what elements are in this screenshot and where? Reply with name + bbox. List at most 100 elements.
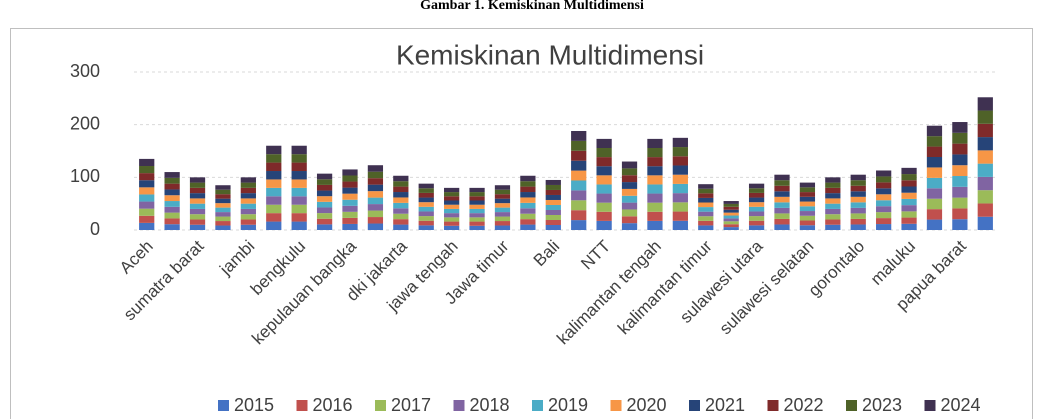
bar-segment — [672, 211, 688, 221]
legend-swatch — [532, 400, 543, 411]
bar-segment — [850, 218, 866, 225]
bar-segment — [139, 180, 155, 188]
bar-segment — [240, 187, 256, 194]
bar-segment — [698, 216, 714, 221]
bar-segment — [444, 225, 460, 230]
bar-segment — [952, 219, 968, 230]
bar-segment — [545, 199, 561, 205]
bar-segment — [215, 185, 231, 190]
bar-segment — [876, 206, 892, 213]
bar-segment — [266, 145, 282, 155]
bar-segment — [342, 181, 358, 188]
bar-segment — [418, 216, 434, 221]
bar-segment — [571, 150, 587, 161]
bar-segment — [926, 209, 943, 220]
bar-segment — [977, 176, 993, 191]
bar-segment — [545, 224, 561, 230]
bar-segment — [291, 213, 307, 222]
bar-segment — [266, 213, 282, 222]
bar-segment — [748, 225, 765, 230]
bar-segment — [901, 205, 917, 212]
bar-segment — [799, 225, 816, 230]
bar-segment — [291, 221, 307, 230]
bar-segment — [952, 143, 968, 155]
bar-segment — [799, 206, 816, 212]
bar-segment — [571, 210, 587, 221]
bar-segment — [316, 173, 333, 180]
bar-segment — [469, 225, 485, 230]
bar-segment — [926, 136, 943, 147]
bar-segment — [952, 132, 968, 144]
bar-segment — [748, 206, 765, 212]
bar-segment — [799, 182, 816, 188]
bar-segment — [444, 213, 460, 218]
y-tick-label: 0 — [90, 219, 100, 239]
bar-segment — [164, 212, 180, 219]
bar-segment — [393, 213, 409, 220]
x-tick-label: Aceh — [116, 237, 157, 278]
bar-segment — [520, 213, 536, 220]
bar-segment — [266, 187, 282, 197]
bar-segment — [952, 165, 968, 177]
bar-segment — [774, 174, 790, 181]
bar-segment — [926, 177, 943, 189]
bar-segment — [520, 186, 536, 193]
bar-segment — [240, 198, 256, 204]
bar-segment — [774, 224, 790, 230]
bar-segment — [774, 202, 790, 208]
bar-segment — [444, 196, 460, 201]
bar-segment — [266, 179, 282, 188]
bar-segment — [647, 138, 663, 148]
bar-segment — [876, 224, 892, 230]
bar-segment — [520, 219, 536, 225]
bar-segment — [901, 198, 917, 206]
bar-segment — [469, 196, 485, 201]
bar-segment — [977, 123, 993, 138]
bar-segment — [215, 189, 231, 195]
bar-segment — [189, 208, 206, 215]
bar-segment — [698, 197, 714, 203]
bar-segment — [901, 211, 917, 218]
bar-segment — [164, 195, 180, 202]
bar-segment — [977, 216, 993, 230]
bar-segment — [418, 225, 434, 230]
bar-segment — [189, 193, 206, 199]
bar-segment — [316, 218, 333, 225]
bar-segment — [901, 167, 917, 175]
bar-segment — [647, 147, 663, 158]
bar-segment — [977, 150, 993, 164]
legend-label: 2021 — [705, 395, 745, 415]
bar-segment — [393, 181, 409, 187]
x-tick-label: NTT — [577, 237, 614, 274]
bar-segment — [189, 187, 206, 194]
bar-segment — [520, 208, 536, 214]
bar-segment — [393, 197, 409, 203]
bar-segment — [215, 194, 231, 199]
bar-segment — [342, 193, 358, 200]
caption: Gambar 1. Kemiskinan Multidimensi — [420, 0, 644, 13]
bar-segment — [316, 213, 333, 219]
bar-segment — [418, 220, 434, 226]
bar-segment — [926, 125, 943, 137]
chart-border — [10, 28, 1033, 419]
legend-label: 2022 — [784, 395, 824, 415]
bar-segment — [647, 175, 663, 185]
bar-segment — [316, 207, 333, 214]
bar-segment — [799, 220, 816, 226]
bar-segment — [647, 202, 663, 212]
bar-segment — [189, 219, 206, 225]
bar-segment — [215, 216, 231, 222]
bar-segment — [342, 169, 358, 176]
bar-segment — [215, 212, 231, 217]
bar-segment — [621, 188, 638, 196]
bar-segment — [494, 212, 511, 217]
legend-label: 2018 — [470, 395, 510, 415]
bar-segment — [596, 193, 612, 203]
bar-segment — [240, 224, 256, 230]
bar-segment — [393, 192, 409, 198]
bar-segment — [647, 193, 663, 203]
bar-segment — [698, 225, 714, 230]
bar-segment — [926, 198, 943, 210]
bar-segment — [672, 147, 688, 157]
legend-swatch — [218, 400, 229, 411]
